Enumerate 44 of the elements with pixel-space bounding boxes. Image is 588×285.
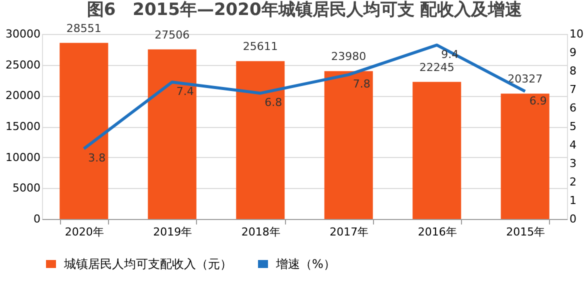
x-tick-label: 2020年 — [64, 226, 104, 238]
y2-tick-label: 2 — [570, 176, 576, 188]
y-tick-label: 5000 — [12, 182, 40, 195]
bar — [412, 82, 462, 219]
y-tick-label: 25000 — [6, 58, 40, 72]
data-label: 7.4 — [176, 85, 194, 98]
x-tick-label: 2015年 — [506, 226, 546, 238]
bar — [60, 42, 108, 219]
y2-tick-label: 7 — [570, 83, 576, 96]
data-label: 7.8 — [352, 78, 370, 91]
data-label: 22245 — [419, 60, 454, 74]
y2-tick-label: 10 — [570, 28, 584, 40]
data-label: 6.9 — [529, 94, 547, 108]
y2-tick-label: 6 — [570, 102, 576, 114]
y2-tick-label: 4 — [570, 138, 576, 152]
y2-tick-label: 3 — [570, 157, 576, 170]
legend-label: 增速（%） — [275, 257, 336, 271]
data-label: 25611 — [242, 40, 278, 54]
y2-tick-label: 8 — [570, 64, 576, 78]
x-tick-label: 2017年 — [330, 226, 369, 238]
data-label: 28551 — [66, 22, 102, 35]
y-tick-label: 15000 — [6, 120, 40, 133]
x-tick-label: 2019年 — [153, 226, 192, 238]
y-tick-label: 0 — [34, 212, 40, 226]
y2-tick-label: 5 — [570, 120, 576, 133]
bar — [148, 49, 196, 219]
bar — [236, 61, 285, 219]
data-label: 23980 — [331, 50, 366, 64]
x-tick-label: 2018年 — [241, 226, 280, 238]
y2-tick-label: 9 — [570, 46, 576, 59]
data-label: 3.8 — [88, 152, 106, 165]
y-tick-label: 30000 — [6, 28, 40, 40]
chart-title: 图6 2015年—2020年城镇居民人均可支 配收入及增速 — [86, 0, 522, 20]
y-tick-label: 10000 — [6, 150, 40, 164]
y2-tick-label: 0 — [570, 212, 576, 226]
data-label: 6.8 — [264, 96, 282, 110]
bar — [500, 94, 550, 219]
bar — [324, 71, 373, 219]
y-tick-label: 20000 — [6, 89, 40, 102]
y2-tick-label: 1 — [570, 194, 576, 207]
legend-label: 城镇居民人均可支配收入（元） — [63, 257, 232, 271]
data-label: 27506 — [154, 28, 190, 42]
x-tick-label: 2016年 — [418, 226, 457, 238]
data-label: 20327 — [508, 72, 543, 86]
